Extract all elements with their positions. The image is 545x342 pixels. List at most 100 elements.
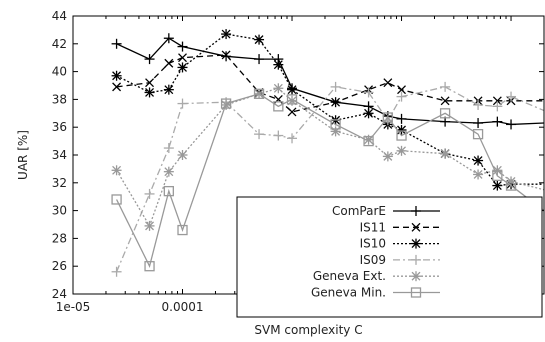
- data-point: [492, 101, 503, 112]
- y-tick-label: 32: [52, 176, 67, 190]
- data-point: [111, 165, 122, 176]
- data-point: [473, 99, 484, 110]
- data-point: [177, 41, 188, 52]
- y-tick-label: 40: [52, 65, 67, 79]
- x-tick-label: 0.0001: [162, 300, 204, 314]
- data-point: [330, 81, 341, 92]
- data-point: [273, 59, 284, 70]
- data-point: [111, 266, 122, 277]
- data-point: [254, 34, 265, 45]
- data-point: [397, 85, 406, 95]
- data-point: [287, 107, 297, 117]
- data-point: [221, 50, 231, 60]
- legend-box: [236, 196, 543, 318]
- data-point: [396, 91, 407, 102]
- series-line: [116, 37, 544, 126]
- legend-label: ComParE: [332, 204, 386, 218]
- data-point: [286, 94, 298, 105]
- series-compare: [111, 33, 544, 130]
- data-point: [492, 116, 503, 127]
- data-point: [396, 113, 407, 124]
- y-tick-label: 30: [52, 204, 67, 218]
- data-point: [473, 118, 484, 129]
- data-point: [506, 119, 517, 130]
- y-axis-label: UAR [%]: [16, 130, 30, 180]
- data-point: [492, 165, 503, 176]
- data-point: [382, 151, 393, 162]
- data-point: [163, 185, 174, 197]
- data-point: [439, 108, 451, 119]
- data-point: [473, 169, 484, 180]
- data-point: [330, 119, 341, 130]
- legend-entry: IS11: [360, 220, 440, 234]
- data-point: [396, 130, 407, 141]
- y-tick-label: 38: [52, 92, 67, 106]
- data-point: [112, 82, 122, 92]
- series-line: [115, 93, 544, 269]
- data-point: [111, 38, 122, 49]
- data-point: [111, 70, 122, 81]
- data-point: [505, 180, 517, 191]
- y-tick-label: 26: [52, 259, 67, 273]
- legend-label: Geneva Ext.: [313, 269, 386, 283]
- data-point: [287, 84, 298, 95]
- legend-entry: ComParE: [332, 204, 440, 218]
- data-point: [273, 130, 284, 141]
- data-point: [144, 220, 155, 231]
- y-tick-label: 24: [52, 287, 67, 301]
- data-point: [254, 129, 265, 140]
- data-point: [492, 180, 503, 191]
- data-point: [177, 224, 188, 236]
- data-point: [440, 148, 451, 159]
- data-point: [145, 78, 155, 88]
- data-point: [363, 87, 374, 98]
- data-point: [144, 261, 155, 272]
- data-point: [144, 54, 155, 65]
- data-point: [163, 33, 174, 44]
- legend-label: IS09: [360, 253, 386, 267]
- data-point: [396, 145, 407, 156]
- data-point: [472, 128, 484, 140]
- data-point: [177, 98, 188, 109]
- data-point: [492, 170, 503, 182]
- data-point: [383, 78, 393, 88]
- data-point: [111, 194, 122, 205]
- series-is10: [111, 29, 544, 191]
- data-point: [440, 81, 451, 92]
- data-point: [163, 143, 174, 154]
- data-point: [473, 155, 484, 166]
- data-point: [254, 54, 265, 65]
- data-point: [221, 29, 232, 40]
- series-layer: [111, 29, 544, 277]
- data-point: [144, 188, 155, 199]
- x-tick-label: 1e-05: [56, 300, 91, 314]
- data-point: [492, 96, 502, 106]
- y-tick-label: 36: [52, 120, 67, 134]
- data-point: [221, 51, 232, 62]
- data-point: [273, 101, 284, 112]
- y-tick-label: 28: [52, 231, 67, 245]
- data-point: [163, 166, 174, 177]
- data-point: [144, 87, 155, 98]
- series-is11: [112, 50, 544, 117]
- y-tick-label: 34: [52, 148, 67, 162]
- data-point: [164, 58, 174, 68]
- series-geneva-min-: [111, 88, 544, 272]
- data-point: [273, 83, 284, 94]
- data-point: [177, 150, 188, 160]
- legend-entry: Geneva Min.: [311, 286, 440, 300]
- data-point: [178, 53, 187, 63]
- legend: ComParE IS11 IS10 IS09 Geneva Ext. Geneva Min…: [236, 196, 543, 318]
- legend-label: IS11: [360, 220, 386, 234]
- data-point: [363, 135, 374, 147]
- legend-label: IS10: [360, 237, 386, 251]
- data-point: [331, 97, 341, 107]
- data-point: [330, 126, 341, 137]
- data-point: [287, 133, 298, 144]
- x-axis-label: SVM complexity C: [254, 323, 362, 337]
- legend-entry: IS10: [360, 237, 440, 251]
- data-point: [177, 62, 188, 73]
- data-point: [220, 98, 232, 109]
- y-tick-label: 44: [52, 9, 67, 23]
